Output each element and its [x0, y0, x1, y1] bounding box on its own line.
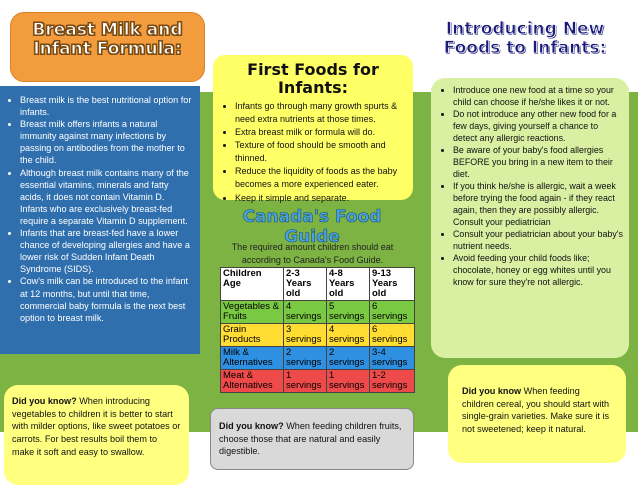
first-foods-bullet: Infants go through many growth spurts & …: [235, 100, 407, 126]
did-you-know-text: When feeding children fruits, choose tho…: [219, 421, 402, 457]
table-cell: Grain Products: [220, 322, 284, 347]
introducing-foods-bullet: Consult your pediatrician about your bab…: [453, 228, 623, 252]
did-you-know-fruits: Did you know? When feeding children frui…: [210, 408, 414, 470]
introducing-foods-title-box: Introducing New Foods to Infants:: [430, 19, 620, 90]
table-row: Meat & Alternatives 1 servings 1 serving…: [220, 368, 415, 393]
table-header-cell: Children Age: [220, 267, 284, 301]
table-cell: Vegetables & Fruits: [220, 299, 284, 324]
did-you-know-cereal: Did you know When feeding children cerea…: [448, 365, 626, 463]
table-cell: 6 servings: [369, 322, 415, 347]
introducing-foods-bullet: Avoid feeding your child foods like; cho…: [453, 252, 623, 288]
food-guide-intro: The required amount children should eat …: [231, 242, 394, 265]
first-foods-title: First Foods for Infants:: [247, 60, 379, 97]
table-header-cell: 9-13 Years old: [369, 267, 415, 301]
table-header-cell: 4-8 Years old: [326, 267, 370, 301]
breast-milk-bullet: Breast milk offers infants a natural imm…: [20, 118, 194, 166]
table-cell: 1-2 servings: [369, 368, 415, 393]
table-cell: 6 servings: [369, 299, 415, 324]
introducing-foods-bullet: Be aware of your baby's food allergies B…: [453, 144, 623, 180]
table-cell: 4 servings: [283, 299, 327, 324]
breast-milk-title: Breast Milk and Infant Formula:: [32, 20, 183, 59]
table-cell: 4 servings: [326, 322, 370, 347]
first-foods-panel: First Foods for Infants: Infants go thro…: [213, 55, 413, 203]
table-cell: 3-4 servings: [369, 345, 415, 370]
table-row: Grain Products 3 servings 4 servings 6 s…: [220, 322, 415, 347]
table-cell: 2 servings: [326, 345, 370, 370]
did-you-know-lead: Did you know?: [12, 396, 77, 406]
table-cell: Meat & Alternatives: [220, 368, 284, 393]
table-row: Vegetables & Fruits 4 servings 5 serving…: [220, 299, 415, 324]
introducing-foods-panel: Introduce one new food at a time so your…: [431, 78, 629, 358]
did-you-know-lead: Did you know: [462, 386, 522, 396]
breast-milk-panel: Breast milk is the best nutritional opti…: [0, 86, 200, 354]
food-guide-table-wrap: Children Age 2-3 Years old 4-8 Years old…: [220, 267, 415, 393]
food-guide-title: Canada's Food Guide: [242, 207, 382, 248]
table-header-row: Children Age 2-3 Years old 4-8 Years old…: [220, 267, 415, 301]
table-cell: 2 servings: [283, 345, 327, 370]
table-cell: Milk & Alternatives: [220, 345, 284, 370]
first-foods-bullet: Keep it simple and separate.: [235, 192, 407, 205]
breast-milk-bullet: Breast milk is the best nutritional opti…: [20, 94, 194, 118]
introducing-foods-bullet: If you think he/she is allergic, wait a …: [453, 180, 623, 228]
breast-milk-bullet: Cow's milk can be introduced to the infa…: [20, 275, 194, 323]
first-foods-bullet: Texture of food should be smooth and thi…: [235, 139, 407, 165]
table-row: Milk & Alternatives 2 servings 2 serving…: [220, 345, 415, 370]
introducing-foods-bullet: Do not introduce any other new food for …: [453, 108, 623, 144]
did-you-know-text: When feeding children cereal, you should…: [462, 386, 610, 435]
did-you-know-vegetables: Did you know? When introducing vegetable…: [4, 385, 189, 485]
table-cell: 3 servings: [283, 322, 327, 347]
food-guide-table: Children Age 2-3 Years old 4-8 Years old…: [220, 267, 415, 393]
breast-milk-bullet: Infants that are breast-fed have a lower…: [20, 227, 194, 275]
first-foods-bullet: Reduce the liquidity of foods as the bab…: [235, 165, 407, 191]
table-cell: 1 servings: [283, 368, 327, 393]
did-you-know-lead: Did you know?: [219, 421, 284, 431]
breast-milk-bullet: Although breast milk contains many of th…: [20, 167, 194, 227]
first-foods-bullet: Extra breast milk or formula will do.: [235, 126, 407, 139]
did-you-know-text: When introducing vegetables to children …: [12, 396, 181, 457]
table-cell: 1 servings: [326, 368, 370, 393]
introducing-foods-title: Introducing New Foods to Infants:: [443, 19, 607, 58]
breast-milk-title-box: Breast Milk and Infant Formula:: [10, 12, 205, 82]
introducing-foods-bullet: Introduce one new food at a time so your…: [453, 84, 623, 108]
table-header-cell: 2-3 Years old: [283, 267, 327, 301]
table-cell: 5 servings: [326, 299, 370, 324]
